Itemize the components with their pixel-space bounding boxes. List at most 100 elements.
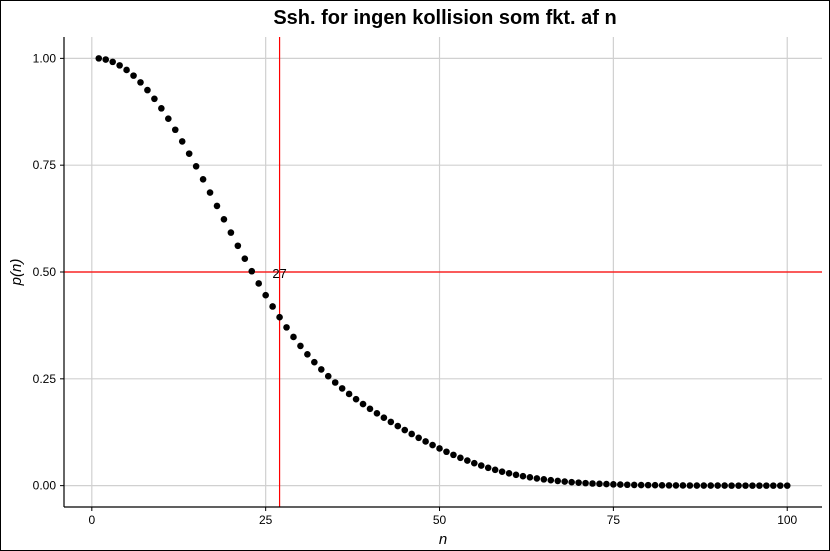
reference-lines xyxy=(64,37,822,507)
data-point xyxy=(756,482,763,489)
data-point xyxy=(700,482,708,489)
data-point xyxy=(318,366,325,373)
data-point xyxy=(470,459,478,467)
y-tick-label: 1.00 xyxy=(33,51,57,65)
data-point xyxy=(457,454,464,462)
data-point xyxy=(213,202,221,210)
data-point xyxy=(589,480,596,487)
data-point xyxy=(178,138,186,145)
data-point xyxy=(387,418,395,426)
data-point xyxy=(359,400,367,408)
data-point xyxy=(116,62,123,69)
data-point xyxy=(519,472,527,480)
data-point xyxy=(498,468,506,475)
data-point xyxy=(283,324,290,331)
data-point xyxy=(408,430,416,438)
data-point xyxy=(262,291,269,299)
data-point xyxy=(304,351,311,358)
x-tick-label: 0 xyxy=(88,513,95,527)
data-point xyxy=(484,464,492,472)
data-point xyxy=(623,481,631,489)
data-point xyxy=(276,313,283,321)
x-axis-label: n xyxy=(439,531,447,548)
data-point xyxy=(540,476,548,483)
data-point xyxy=(526,474,534,481)
data-point xyxy=(658,481,666,489)
data-point xyxy=(582,479,589,487)
data-point xyxy=(185,150,193,157)
data-point xyxy=(693,482,701,489)
data-point xyxy=(331,379,339,386)
data-point xyxy=(248,267,256,275)
data-point xyxy=(255,280,263,287)
data-point xyxy=(749,482,756,489)
data-point xyxy=(533,475,541,482)
data-point xyxy=(505,470,513,477)
data-point xyxy=(770,482,777,489)
y-tick-label: 0.75 xyxy=(33,158,57,172)
chart-title: Ssh. for ingen kollision som fkt. af n xyxy=(273,7,616,29)
x-axis-ticks: 0 25 50 75 100 xyxy=(88,507,798,527)
data-point xyxy=(234,242,242,250)
data-point xyxy=(547,476,555,484)
data-point xyxy=(290,333,297,341)
data-point xyxy=(220,215,228,223)
data-point xyxy=(644,481,652,489)
y-tick-label: 0.00 xyxy=(33,479,57,493)
y-tick-label: 0.25 xyxy=(33,372,57,386)
data-point xyxy=(651,481,659,489)
data-point xyxy=(109,58,116,66)
data-point xyxy=(672,482,680,489)
data-point xyxy=(686,482,694,489)
data-point xyxy=(171,126,179,134)
data-point xyxy=(144,86,151,94)
data-point xyxy=(241,255,249,262)
data-point xyxy=(366,405,374,413)
data-point xyxy=(603,480,610,488)
data-point xyxy=(512,471,520,479)
y-axis-ticks: 0.00 0.25 0.50 0.75 1.00 xyxy=(33,51,64,493)
data-point xyxy=(637,481,645,489)
data-point xyxy=(165,115,172,122)
data-point xyxy=(297,342,304,350)
data-points xyxy=(95,55,791,489)
data-point xyxy=(763,482,770,489)
data-point xyxy=(199,175,207,183)
data-point xyxy=(95,55,103,62)
data-point xyxy=(380,414,388,422)
data-point xyxy=(491,466,499,474)
data-point xyxy=(443,448,450,456)
data-point xyxy=(151,95,158,103)
data-point xyxy=(610,481,617,488)
data-point xyxy=(596,480,603,488)
data-point xyxy=(422,438,429,445)
data-point xyxy=(735,482,742,489)
data-point xyxy=(345,390,353,398)
threshold-annotation: 27 xyxy=(272,266,286,281)
data-point xyxy=(269,303,276,310)
data-point xyxy=(679,482,687,489)
data-point xyxy=(630,481,638,489)
data-point xyxy=(102,56,110,63)
data-point xyxy=(575,479,582,486)
data-point xyxy=(477,462,485,469)
data-point xyxy=(665,482,673,489)
x-tick-label: 50 xyxy=(433,513,447,527)
data-point xyxy=(123,66,130,74)
data-point xyxy=(130,72,137,79)
data-point xyxy=(783,482,791,489)
data-point xyxy=(394,422,402,430)
data-point xyxy=(158,105,165,112)
data-point xyxy=(728,482,735,489)
data-point xyxy=(742,482,749,489)
x-tick-label: 25 xyxy=(259,513,273,527)
x-tick-label: 100 xyxy=(777,513,797,527)
data-point xyxy=(352,395,360,403)
data-point xyxy=(137,79,144,86)
data-point xyxy=(617,481,624,488)
data-point xyxy=(192,162,200,170)
data-point xyxy=(338,385,346,392)
data-point xyxy=(415,434,422,442)
data-point xyxy=(450,451,457,459)
